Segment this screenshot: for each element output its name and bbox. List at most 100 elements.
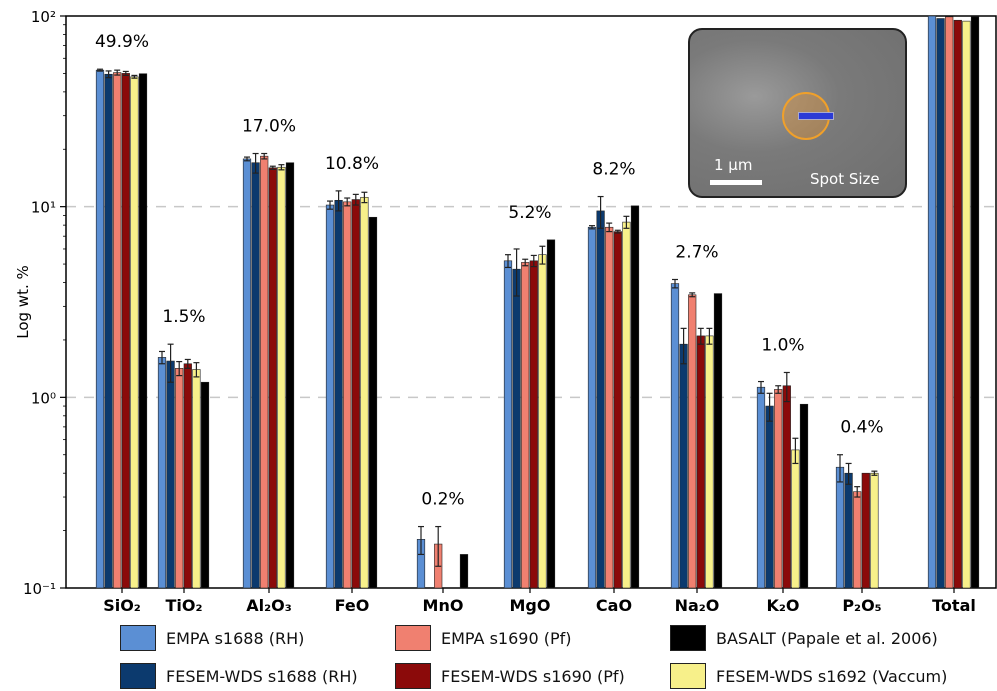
bar [368, 216, 378, 589]
x-tick-label: SiO₂ [103, 596, 141, 615]
legend-item: FESEM-WDS s1690 (Pf) [395, 663, 625, 689]
legend-item: EMPA s1688 (RH) [120, 625, 304, 651]
bar [844, 472, 853, 589]
bar [175, 367, 184, 589]
bar [870, 472, 879, 589]
percent-annotation: 49.9% [95, 32, 149, 52]
bar [861, 472, 870, 589]
bar [157, 357, 167, 589]
x-tick-label: K₂O [766, 596, 799, 615]
bar [765, 405, 774, 589]
bar [791, 449, 800, 589]
bar [927, 15, 937, 589]
x-tick-label: Total [932, 596, 976, 615]
bar [622, 221, 631, 589]
sem-inset-image: 1 µm Spot Size [688, 28, 907, 198]
bar [630, 205, 640, 589]
bar [970, 16, 980, 589]
bar [521, 262, 530, 589]
percent-annotation: 5.2% [508, 203, 551, 223]
percent-annotation: 2.7% [675, 242, 718, 262]
x-tick-label: MgO [510, 596, 551, 615]
legend-item: BASALT (Papale et al. 2006) [670, 625, 938, 651]
bar [512, 268, 521, 589]
x-tick-label: Na₂O [675, 596, 720, 615]
bar [104, 73, 113, 589]
bar [113, 72, 122, 589]
bar [587, 226, 597, 589]
bar [121, 73, 130, 589]
bar [183, 363, 192, 589]
legend-label: BASALT (Papale et al. 2006) [716, 628, 938, 648]
bar [95, 69, 105, 589]
bar [696, 335, 705, 589]
y-tick-label: 10¹ [31, 199, 56, 217]
percent-annotation: 1.5% [162, 307, 205, 327]
legend-swatch [120, 663, 156, 689]
bar [459, 554, 469, 589]
percent-annotation: 8.2% [592, 160, 635, 180]
bar [596, 210, 605, 589]
legend-swatch [670, 663, 706, 689]
scale-bar [710, 180, 762, 185]
bar [688, 294, 697, 589]
y-axis-label: Log wt. % [14, 265, 32, 339]
bar [962, 20, 971, 589]
bar [268, 167, 277, 589]
scale-label: 1 µm [714, 156, 753, 174]
legend-label: EMPA s1690 (Pf) [441, 628, 572, 648]
chart: 10⁻¹ 10⁰ 10¹ 10² Log wt. % SiO₂ 49.9% TiO₂ 1.5% A… [14, 8, 997, 615]
bar [774, 389, 783, 589]
legend-label: FESEM-WDS s1692 (Vaccum) [716, 666, 948, 686]
y-tick-label: 10² [31, 8, 56, 26]
legend-label: EMPA s1688 (RH) [166, 628, 305, 648]
x-tick-label: FeO [335, 596, 370, 615]
spot-size-label: Spot Size [810, 170, 880, 188]
legend-swatch [395, 663, 431, 689]
x-tick-label: MnO [423, 596, 464, 615]
bar [670, 283, 680, 589]
bar [613, 231, 622, 589]
bar [192, 369, 201, 589]
bar [138, 73, 148, 589]
bar [853, 491, 862, 589]
bar [936, 18, 945, 589]
percent-annotation: 0.2% [421, 490, 464, 510]
bar [285, 162, 295, 589]
x-tick-label: Al₂O₃ [246, 596, 291, 615]
percent-annotation: 0.4% [840, 418, 883, 438]
legend-swatch [395, 625, 431, 651]
bar [756, 386, 766, 589]
legend-label: FESEM-WDS s1688 (RH) [166, 666, 358, 686]
bar [713, 293, 723, 589]
bar [945, 16, 954, 589]
bar [705, 335, 714, 589]
bar [130, 76, 139, 589]
bar [953, 19, 962, 589]
bar [260, 155, 269, 589]
bar [166, 360, 175, 589]
legend-item: FESEM-WDS s1692 (Vaccum) [670, 663, 947, 689]
bar [351, 199, 360, 589]
legend-swatch [670, 625, 706, 651]
legend-label: FESEM-WDS s1690 (Pf) [441, 666, 625, 686]
spectrum-tag [798, 112, 834, 120]
bar [334, 199, 343, 589]
percent-annotation: 17.0% [242, 117, 296, 137]
bar [277, 166, 286, 589]
bar [242, 158, 252, 589]
percent-annotation: 10.8% [325, 154, 379, 174]
x-tick-label: CaO [596, 596, 632, 615]
x-tick-label: P₂O₅ [842, 596, 881, 615]
legend-swatch [120, 625, 156, 651]
bar [360, 196, 369, 589]
bar [546, 239, 556, 589]
percent-annotation: 1.0% [761, 335, 804, 355]
bar [325, 204, 335, 589]
bar [782, 385, 791, 589]
legend-item: FESEM-WDS s1688 (RH) [120, 663, 358, 689]
bar [679, 343, 688, 589]
bar [503, 260, 513, 589]
y-tick-label: 10⁰ [31, 389, 56, 407]
bar [343, 201, 352, 589]
